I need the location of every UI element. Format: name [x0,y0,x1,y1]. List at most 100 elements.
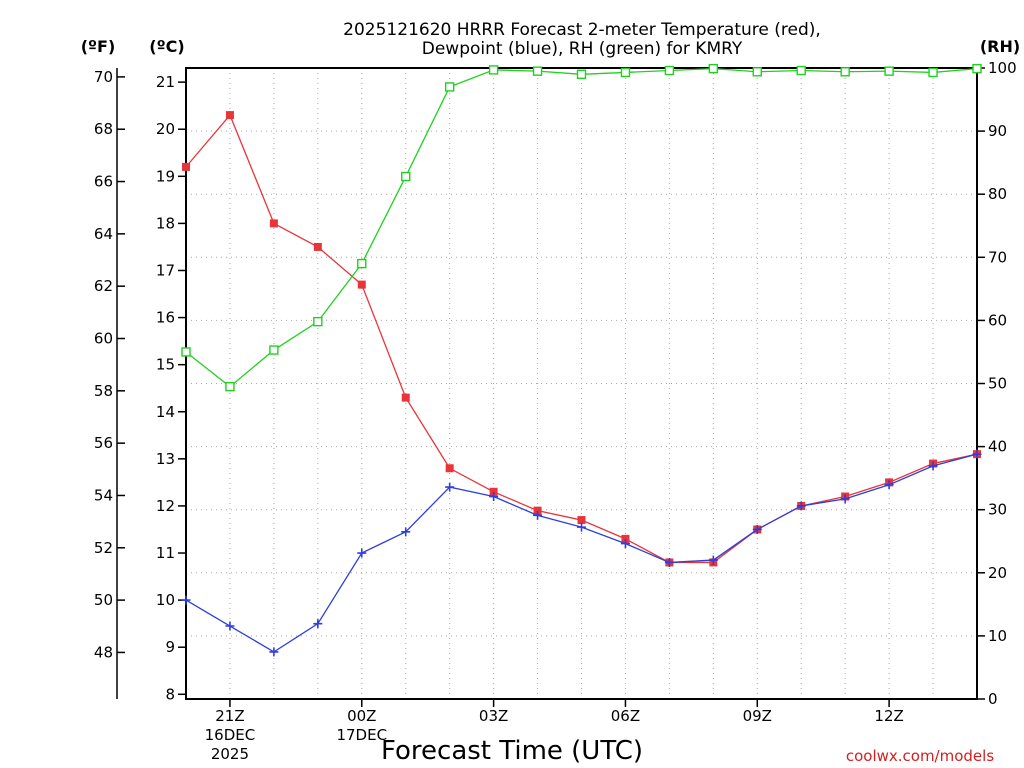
celsius-tick-label: 20 [156,120,175,138]
temperature-point [533,506,542,515]
celsius-tick-label: 11 [156,544,175,562]
x-axis-label: Forecast Time (UTC) [381,736,643,766]
x-tick-label: 16DEC [205,726,256,744]
rh-tick-label: 90 [988,122,1007,140]
rh-point [972,63,982,74]
dewpoint-point [620,539,630,549]
temperature-point [401,393,410,402]
dewpoint-point [752,524,762,534]
rh-unit-label: (RH) [980,37,1020,56]
rh-tick-label: 100 [988,59,1017,77]
fahrenheit-unit-label: (ºF) [81,37,116,56]
rh-tick-label: 50 [988,375,1007,393]
rh-point [752,67,762,77]
rh-point [444,82,455,92]
temperature-point [577,516,586,525]
rh-point [884,66,894,76]
celsius-tick-label: 19 [156,167,175,185]
celsius-tick-label: 15 [156,356,175,374]
dewpoint-point [181,595,191,605]
x-tick-label: 09Z [743,707,772,725]
series-layer [181,63,982,657]
rh-point [532,66,543,76]
chart-title-line-2: Dewpoint (blue), RH (green) for KMRY [422,39,743,59]
fahrenheit-tick-label: 68 [94,120,113,138]
rh-tick-label: 40 [988,438,1007,456]
rh-tick-label: 30 [988,501,1007,519]
temperature-point [182,162,190,171]
rh-point [269,345,279,355]
fahrenheit-tick-label: 56 [94,434,113,452]
celsius-tick-label: 18 [156,214,175,232]
x-tick-label: 00Z [347,707,376,725]
rh-point [357,258,367,269]
rh-point [708,63,719,74]
dewpoint-point [533,510,543,520]
dewpoint-point [972,449,982,459]
dewpoint-point [577,522,586,532]
temperature-point [621,534,630,543]
rh-point [620,67,631,78]
fahrenheit-tick-label: 54 [94,486,113,504]
celsius-unit-label: (ºC) [149,37,184,56]
fahrenheit-tick-label: 50 [94,591,113,609]
fahrenheit-tick-label: 52 [94,539,113,557]
credit-label: coolwx.com/models [846,747,994,765]
temperature-point [313,242,322,251]
dewpoint-point [269,647,279,657]
fahrenheit-tick-label: 60 [94,330,113,348]
celsius-tick-label: 21 [156,73,175,91]
rh-point [928,67,938,78]
rh-tick-label: 0 [988,690,998,708]
dewpoint-point [225,621,235,631]
celsius-tick-label: 8 [165,685,175,703]
x-tick-label: 06Z [611,707,640,725]
rh-point [664,65,675,76]
dewpoint-point [313,619,323,629]
dewpoint-point [445,482,455,492]
dewpoint-point [357,548,367,558]
x-tick-label: 17DEC [336,726,387,744]
celsius-tick-label: 17 [156,261,175,279]
temperature-point [225,111,234,120]
fahrenheit-tick-label: 66 [94,173,113,191]
fahrenheit-tick-label: 48 [94,643,113,661]
rh-tick-label: 10 [988,627,1007,645]
axes: 8 9 10 11 12 13 14 15 16 17 18 19 20 21 48 50 52 54 56 58 60… [94,59,1017,763]
dewpoint-point [708,555,718,565]
x-tick-label: 03Z [479,707,508,725]
dewpoint-point [840,494,850,504]
x-tick-label: 2025 [211,745,249,763]
celsius-tick-label: 14 [156,403,175,421]
temperature-point [489,487,498,496]
x-tick-label: 21Z [215,707,244,725]
dewpoint-point [884,480,894,490]
dewpoint-point [664,557,674,567]
rh-tick-label: 20 [988,564,1007,582]
celsius-tick-label: 16 [156,309,175,327]
temperature-point [269,219,278,228]
dewpoint-point [489,492,499,502]
rh-point [401,171,411,182]
gridlines [186,68,977,699]
celsius-tick-label: 12 [156,497,175,515]
fahrenheit-tick-label: 64 [94,225,113,243]
dewpoint-point [928,461,938,471]
fahrenheit-tick-label: 58 [94,382,113,400]
temperature-point [357,280,366,289]
rh-point [488,65,499,75]
rh-point [225,381,235,392]
dewpoint-point [796,501,806,511]
fahrenheit-tick-label: 70 [94,68,113,86]
rh-tick-label: 70 [988,248,1007,266]
fahrenheit-tick-label: 62 [94,277,113,295]
rh-point [181,347,191,357]
rh-tick-label: 60 [988,311,1007,329]
rh-tick-label: 80 [988,185,1007,203]
rh-point [576,69,587,80]
celsius-tick-label: 10 [156,591,175,609]
rh-point [313,316,323,327]
x-tick-label: 12Z [874,707,903,725]
rh-point [840,67,850,77]
celsius-tick-label: 13 [156,450,175,468]
